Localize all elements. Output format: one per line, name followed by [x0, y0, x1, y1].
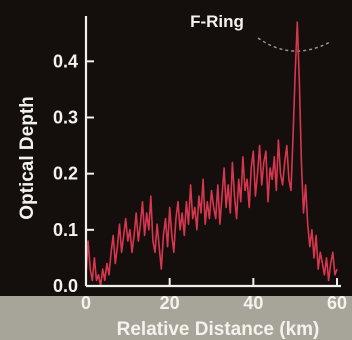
x-tick-label: 20	[160, 293, 180, 313]
y-tick-label: 0.4	[53, 51, 78, 71]
y-tick-label: 0.2	[53, 164, 78, 184]
series-layer	[85, 21, 338, 287]
y-tick-label: 0.3	[53, 107, 78, 127]
y-tick-label: 0.0	[53, 276, 78, 296]
y-tick-label: 0.1	[53, 220, 78, 240]
y-axis-title: Optical Depth	[17, 96, 38, 220]
x-tick-label: 60	[327, 293, 347, 313]
x-tick-label: 0	[81, 293, 91, 313]
planet-limb-arc	[257, 37, 331, 52]
x-tick-label: 40	[243, 293, 263, 313]
optical-depth-series-line	[85, 21, 338, 287]
chart-title: F-Ring	[190, 12, 244, 31]
x-ticks: 0 20 40 60	[81, 278, 347, 313]
x-axis-title: Relative Distance (km)	[117, 319, 320, 340]
plot-background	[0, 0, 352, 296]
y-ticks: 0.0 0.1 0.2 0.3 0.4	[53, 51, 94, 296]
